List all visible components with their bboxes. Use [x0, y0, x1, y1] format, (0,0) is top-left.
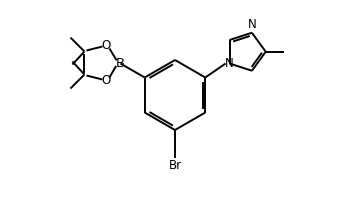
Text: N: N	[247, 18, 256, 31]
Text: N: N	[225, 57, 234, 70]
Text: B: B	[116, 57, 125, 70]
Text: Br: Br	[168, 159, 182, 172]
Text: O: O	[102, 74, 111, 87]
Text: O: O	[102, 39, 111, 52]
